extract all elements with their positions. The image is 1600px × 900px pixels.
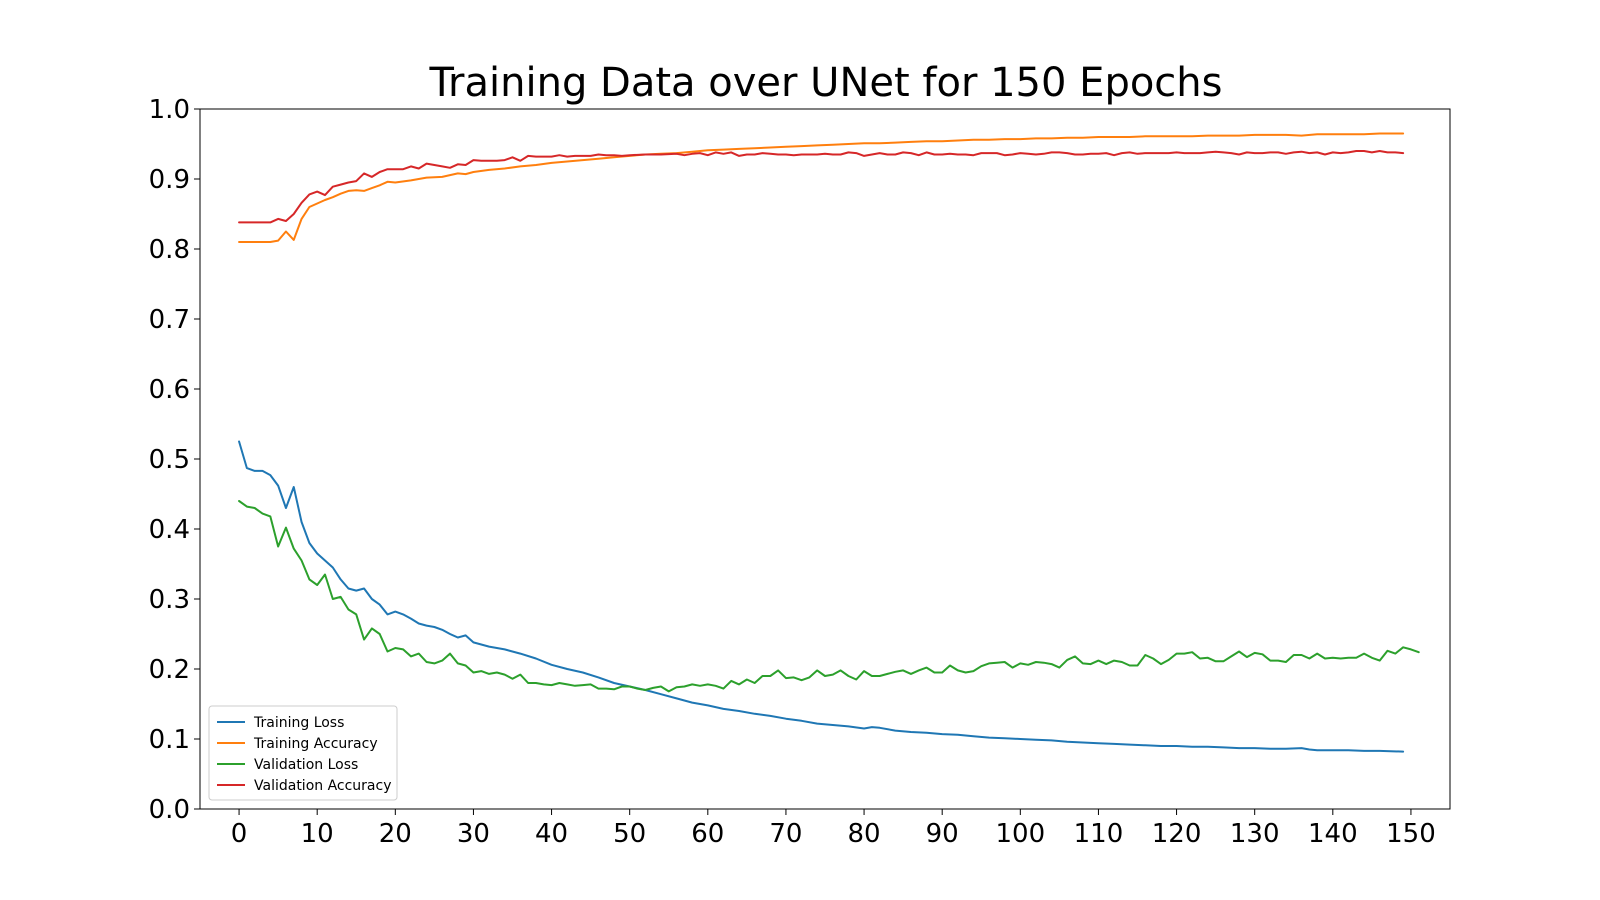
x-tick-label: 150 [1386,819,1436,849]
series-line-validation-loss [238,500,1420,693]
y-axis: 0.0 0.1 0.2 0.3 0.4 0.5 0.6 0.7 0.8 0.9 1.0 [149,95,200,825]
x-tick-label: 60 [691,819,724,849]
x-tick-label: 110 [1074,819,1124,849]
x-tick-label: 120 [1152,819,1202,849]
y-tick-label: 0.5 [149,445,190,475]
y-tick-label: 0.2 [149,655,190,685]
x-tick-label: 40 [535,819,568,849]
y-tick-label: 0.1 [149,725,190,755]
legend-label: Validation Loss [254,757,358,773]
legend-label: Training Accuracy [253,736,378,752]
x-tick-label: 130 [1230,819,1280,849]
series-line-training-loss [238,440,1405,753]
x-tick-label: 100 [995,819,1045,849]
y-tick-label: 0.9 [149,165,190,195]
x-tick-label: 30 [457,819,490,849]
legend: Training Loss Training Accuracy Validation… [208,705,398,801]
chart-title: Training Data over UNet for 150 Epochs [429,60,1223,106]
x-tick-label: 90 [926,819,959,849]
x-tick-label: 20 [379,819,412,849]
y-tick-label: 0.7 [149,305,190,335]
y-tick-label: 0.6 [149,375,190,405]
series-line-training-accuracy [238,132,1405,243]
series-line-validation-accuracy [238,150,1405,224]
x-tick-label: 80 [848,819,881,849]
x-axis: 0 10 20 30 40 50 60 70 80 90 100 110 120 130 140 150 [231,809,1436,849]
y-tick-label: 0.4 [149,515,190,545]
x-tick-label: 50 [613,819,646,849]
legend-label: Validation Accuracy [254,778,392,794]
x-tick-label: 0 [231,819,248,849]
legend-box [208,705,398,801]
legend-label: Training Loss [253,715,344,731]
x-tick-label: 70 [769,819,802,849]
y-tick-label: 0.0 [149,795,190,825]
y-tick-label: 0.8 [149,235,190,265]
x-tick-label: 10 [301,819,334,849]
x-tick-label: 140 [1308,819,1358,849]
y-tick-label: 1.0 [149,95,190,125]
series-layer [238,132,1420,753]
y-tick-label: 0.3 [149,585,190,615]
